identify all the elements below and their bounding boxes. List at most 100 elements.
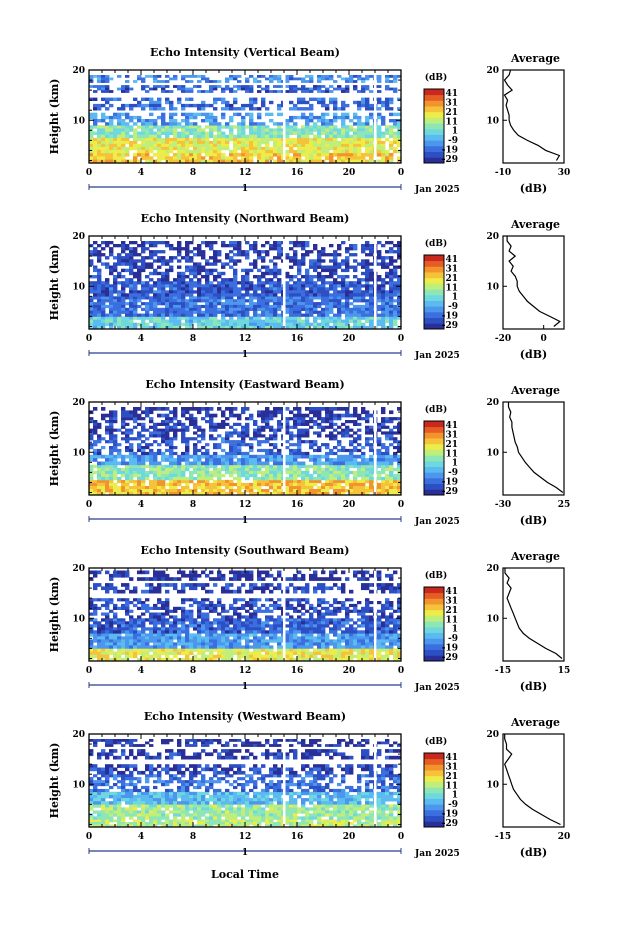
heatmap-cell [133, 259, 138, 263]
heatmap-cell [113, 112, 118, 117]
heatmap-cell [241, 119, 246, 123]
heatmap-cell [253, 464, 258, 469]
heatmap-cell [193, 247, 198, 251]
heatmap-cell [201, 250, 206, 254]
heatmap-cell [289, 299, 294, 303]
heatmap-cell [301, 77, 306, 81]
heatmap-cell [301, 85, 306, 88]
heatmap-cell [169, 290, 174, 294]
heatmap-cell [305, 146, 310, 151]
heatmap-cell [121, 458, 126, 462]
heatmap-cell [161, 434, 166, 438]
heatmap-cell [305, 464, 310, 469]
heatmap-cell [397, 431, 402, 435]
heatmap-cell [153, 143, 158, 148]
heatmap-cell [329, 310, 334, 314]
heatmap-cell [297, 281, 302, 285]
heatmap-cell [189, 75, 194, 78]
heatmap-cell [161, 152, 166, 157]
heatmap-cell [113, 149, 118, 154]
heatmap-cell [185, 75, 190, 78]
heatmap-cell [221, 293, 226, 297]
heatmap-cell [249, 149, 254, 154]
heatmap-cell [149, 492, 154, 496]
heatmap-cell [329, 253, 334, 257]
heatmap-cell [181, 131, 186, 135]
heatmap-cell [225, 103, 230, 108]
heatmap-cell [97, 119, 102, 123]
heatmap-cell [305, 476, 310, 481]
heatmap-cell [105, 156, 110, 160]
heatmap-cell [297, 489, 302, 493]
heatmap-cell [173, 296, 178, 300]
heatmap-cell [129, 278, 134, 282]
heatmap-cell [185, 80, 190, 83]
heatmap-cell [241, 137, 246, 142]
heatmap-cell [325, 152, 330, 157]
heatmap-cell [361, 134, 366, 139]
heatmap-cell [177, 428, 182, 432]
heatmap-cell [221, 265, 226, 269]
heatmap-cell [297, 268, 302, 273]
heatmap-cell [397, 489, 402, 493]
heatmap-cell [285, 137, 290, 142]
heatmap-cell [261, 128, 266, 132]
heatmap-cell [381, 100, 386, 105]
heatmap-cell [117, 128, 122, 132]
heatmap-cell [357, 149, 362, 154]
heatmap-cell [209, 296, 214, 300]
heatmap-cell [353, 290, 358, 294]
heatmap-cell [293, 290, 298, 294]
heatmap-cell [145, 146, 150, 151]
heatmap-cell [365, 75, 370, 78]
heatmap-cell [93, 293, 98, 297]
heatmap-cell [369, 278, 374, 282]
heatmap-cell [149, 443, 154, 447]
heatmap-cell [221, 489, 226, 493]
heatmap-cell [221, 125, 226, 129]
heatmap-cell [249, 119, 254, 123]
heatmap-cell [297, 146, 302, 151]
heatmap-cell [269, 149, 274, 154]
heatmap-cell [89, 458, 94, 462]
heatmap-cell [269, 437, 274, 441]
heatmap-cell [277, 152, 282, 157]
heatmap-cell [377, 275, 382, 279]
heatmap-cell [333, 137, 338, 142]
heatmap-cell [377, 253, 382, 257]
heatmap-cell [261, 156, 266, 160]
heatmap-cell [309, 310, 314, 314]
heatmap-cell [209, 313, 214, 317]
heatmap-cell [125, 278, 130, 282]
heatmap-cell [337, 293, 342, 297]
heatmap-cell [389, 268, 394, 273]
heatmap-cell [173, 417, 178, 421]
heatmap-cell [237, 434, 242, 438]
heatmap-cell [349, 244, 354, 248]
heatmap-cell [141, 137, 146, 142]
x-tick-label: 8 [190, 334, 196, 344]
heatmap-cell [261, 75, 266, 78]
heatmap-cell [361, 486, 366, 490]
heatmap-cell [321, 97, 326, 101]
heatmap-cell [397, 137, 402, 142]
heatmap-cell [381, 299, 386, 303]
heatmap-cell [209, 422, 214, 426]
heatmap-cell [321, 482, 326, 487]
heatmap-cell [301, 152, 306, 157]
heatmap-cell [113, 115, 118, 120]
heatmap-cell [277, 467, 282, 472]
heatmap-cell [141, 473, 146, 478]
heatmap-cell [153, 241, 158, 245]
heatmap-cell [369, 156, 374, 160]
heatmap-cell [269, 417, 274, 421]
heatmap-cell [221, 97, 226, 101]
heatmap-cell [297, 446, 302, 450]
heatmap-cell [133, 134, 138, 139]
heatmap-cell [217, 482, 222, 487]
heatmap-cell [209, 434, 214, 438]
heatmap-cell [357, 119, 362, 123]
heatmap-cell [261, 434, 266, 438]
heatmap-cell [345, 290, 350, 294]
heatmap-cell [297, 482, 302, 487]
